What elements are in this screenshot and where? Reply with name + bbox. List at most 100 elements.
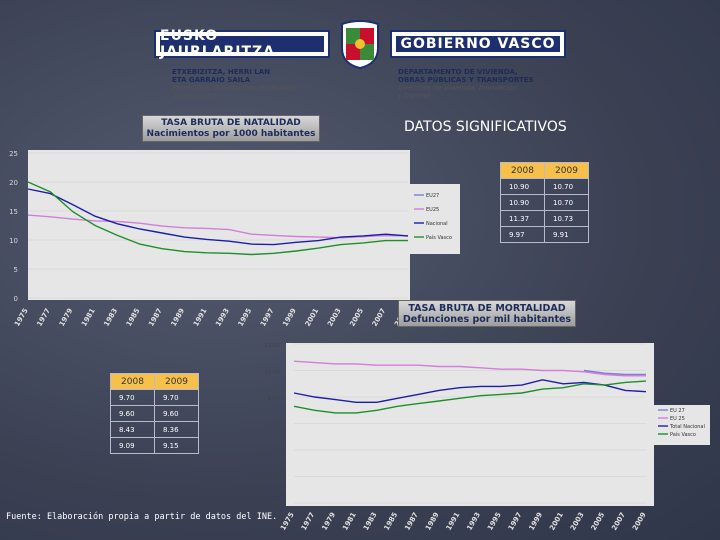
mortalidad-title-line: Defunciones por mil habitantes: [402, 314, 572, 325]
x-tick-label: 2003: [569, 511, 586, 532]
y-tick-label: 5: [14, 266, 18, 274]
x-tick-label: 1989: [170, 307, 187, 328]
legend-label: Nacional: [426, 221, 448, 227]
x-tick-label: 2009: [631, 511, 648, 532]
y-tick-label: 0: [14, 295, 18, 303]
x-tick-label: 1999: [281, 307, 298, 328]
y-tick-label: 25: [9, 150, 18, 158]
dept-es: DEPARTAMENTO DE VIVIENDA, OBRAS PÚBLICAS…: [398, 68, 568, 100]
x-tick-label: 1997: [507, 511, 524, 532]
natalidad-title-line: Nacimientos por 1000 habitantes: [146, 129, 316, 139]
table-cell: 9.70: [154, 389, 199, 406]
x-tick-label: 1993: [465, 511, 482, 532]
x-tick-label: 2005: [590, 511, 607, 532]
table-cell: 9.70: [110, 389, 155, 406]
table-cell: 11.37: [500, 210, 545, 227]
legend-label: EU27: [426, 193, 439, 199]
table-header: 2009: [544, 162, 589, 179]
series-line: [293, 360, 646, 377]
table-row: 10.90 10.70: [500, 194, 589, 211]
y-tick-label: 12.00: [264, 343, 280, 349]
section-title: DATOS SIGNIFICATIVOS: [404, 119, 567, 135]
table-row: 11.37 10.73: [500, 210, 589, 227]
x-tick-label: 2001: [304, 307, 321, 328]
x-tick-label: 1989: [424, 511, 441, 532]
y-tick-label: 15: [9, 208, 18, 216]
logo-basque: EUSKO JAURLARITZA: [154, 28, 330, 60]
x-tick-label: 1977: [300, 511, 317, 532]
table-cell: 9.60: [110, 405, 155, 422]
mortalidad-title: TASA BRUTA DE MORTALIDAD Defunciones por…: [398, 300, 576, 327]
dept-es-line: OBRAS PÚBLICAS Y TRANSPORTES: [398, 76, 534, 84]
logo-spanish-text: GOBIERNO VASCO: [396, 36, 560, 52]
x-tick-label: 1997: [259, 307, 276, 328]
x-tick-label: 1991: [192, 307, 209, 328]
x-tick-label: 1981: [341, 511, 358, 532]
legend-label: País Vasco: [670, 431, 696, 438]
table-header: 2008: [500, 162, 545, 179]
x-tick-label: 1999: [528, 511, 545, 532]
y-tick-label: 10: [9, 237, 18, 245]
natalidad-title: TASA BRUTA DE NATALIDAD Nacimientos por …: [142, 115, 320, 142]
table-cell: 10.90: [500, 194, 545, 211]
dept-eu-line: Etxebizitza, Berrikuntza eta Kontrol: [172, 84, 296, 92]
table-cell: 9.15: [154, 437, 199, 454]
y-tick-label: 0.00: [268, 502, 281, 508]
legend-label: Total Nacional: [669, 424, 705, 430]
x-tick-label: 2003: [326, 307, 343, 328]
x-tick-label: 1995: [486, 511, 503, 532]
table-cell: 8.43: [110, 421, 155, 438]
table-cell: 10.70: [544, 178, 589, 195]
table-header: 2008: [110, 373, 155, 390]
x-tick-label: 1979: [320, 511, 337, 532]
table-cell: 10.73: [544, 210, 589, 227]
mortalidad-table: 2008 2009 9.70 9.70 9.60 9.60 8.43 8.36 9.0…: [110, 373, 199, 454]
coat-of-arms-icon: [334, 20, 386, 70]
x-tick-label: 2007: [610, 511, 627, 532]
series-line: [27, 188, 409, 246]
x-tick-label: 1987: [403, 511, 420, 532]
mortalidad-chart-area: [286, 343, 654, 506]
table-row: 9.97 9.91: [500, 226, 589, 243]
x-tick-label: 1993: [214, 307, 231, 328]
x-tick-label: 2001: [548, 511, 565, 532]
x-tick-label: 1985: [383, 511, 400, 532]
table-cell: 9.97: [500, 226, 545, 243]
natalidad-table: 2008 2009 10.90 10.70 10.90 10.70 11.37 10.…: [500, 162, 589, 243]
logo-spanish: GOBIERNO VASCO: [390, 30, 566, 58]
x-tick-label: 2005: [348, 307, 365, 328]
dept-es-line: y Control: [398, 92, 430, 100]
x-tick-label: 1983: [102, 307, 119, 328]
table-row: 9.09 9.15: [110, 437, 199, 454]
y-tick-label: 2.00: [268, 476, 281, 482]
series-line: [293, 380, 647, 414]
table-cell: 9.60: [154, 405, 199, 422]
x-tick-label: 1975: [13, 307, 30, 328]
dept-eu-line: ETA GARRAIO SAILA: [172, 76, 251, 84]
series-line: [293, 379, 647, 403]
legend-label: EU 27: [670, 408, 685, 414]
x-tick-label: 1995: [237, 307, 254, 328]
x-tick-label: 1977: [35, 307, 52, 328]
y-tick-label: 6.00: [268, 423, 281, 429]
y-tick-label: 20: [9, 179, 18, 187]
dept-es-line: Dirección de Vivienda, Innovación: [398, 84, 517, 92]
table-header: 2009: [154, 373, 199, 390]
x-tick-label: 1991: [445, 511, 462, 532]
x-tick-label: 2007: [371, 307, 388, 328]
table-row: 10.90 10.70: [500, 178, 589, 195]
table-row: 8.43 8.36: [110, 421, 199, 438]
dept-es-line: DEPARTAMENTO DE VIVIENDA,: [398, 68, 518, 76]
legend-label: EU 25: [670, 416, 685, 422]
dept-eu: ETXEBIZITZA, HERRI LAN ETA GARRAIO SAILA…: [172, 68, 332, 100]
table-row: 9.70 9.70: [110, 389, 199, 406]
table-row: 9.60 9.60: [110, 405, 199, 422]
x-tick-label: 1979: [58, 307, 75, 328]
y-tick-label: 10.00: [264, 370, 280, 376]
legend-label: EU25: [426, 207, 439, 213]
natalidad-title-line: TASA BRUTA DE NATALIDAD: [161, 118, 301, 128]
legend-label: País Vasco: [426, 234, 452, 241]
x-tick-label: 1987: [147, 307, 164, 328]
y-tick-label: 4.00: [268, 449, 281, 455]
